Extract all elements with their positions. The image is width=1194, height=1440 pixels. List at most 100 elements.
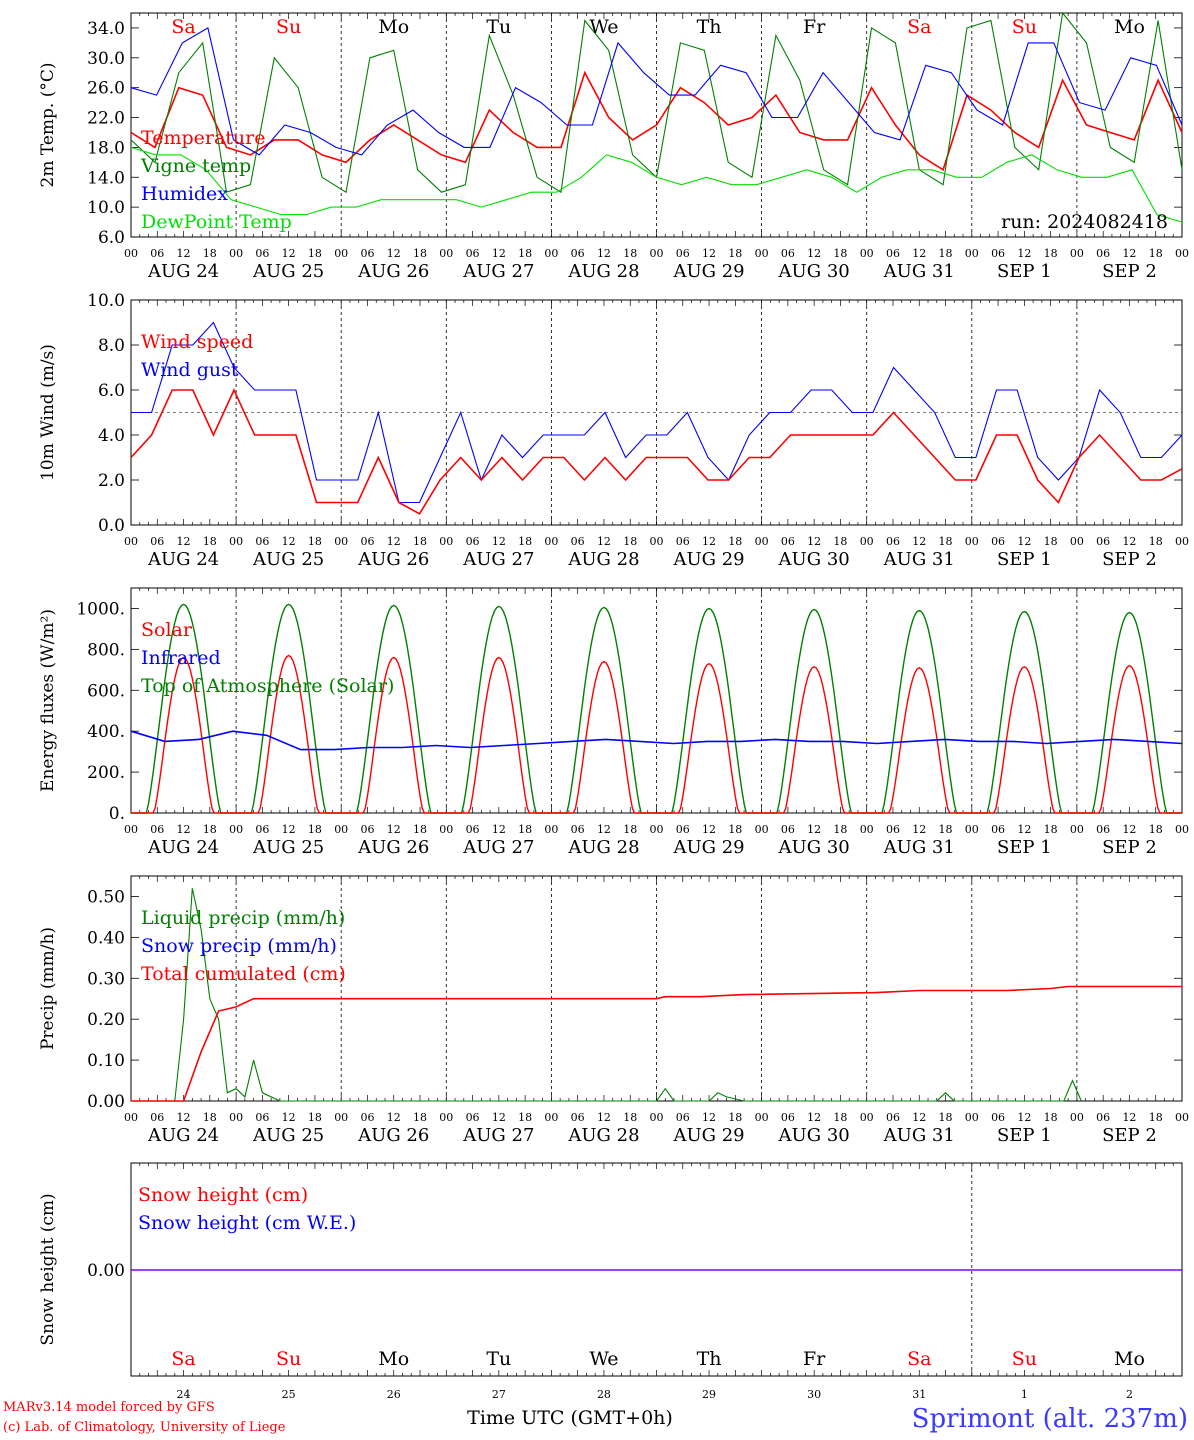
day-number: 25 xyxy=(282,1388,296,1401)
hour-tick-label: 00 xyxy=(755,535,769,548)
hour-tick-label: 00 xyxy=(965,823,979,836)
hour-tick-label: 06 xyxy=(360,247,374,260)
hour-tick-label: 00 xyxy=(1175,535,1189,548)
hour-tick-label: 06 xyxy=(255,247,269,260)
y-tick-label: 6.0 xyxy=(98,381,125,401)
day-name: We xyxy=(589,16,618,38)
day-name: Tu xyxy=(486,1348,511,1370)
date-label: AUG 30 xyxy=(778,837,850,858)
date-label: AUG 30 xyxy=(778,1125,850,1146)
day-name: Su xyxy=(276,1348,301,1370)
hour-tick-label: 00 xyxy=(1070,823,1084,836)
hour-tick-label: 12 xyxy=(1017,1111,1031,1124)
date-label: AUG 29 xyxy=(672,1125,744,1146)
legend-temperature: Temperature xyxy=(141,127,265,149)
hour-tick-label: 06 xyxy=(991,1111,1005,1124)
hour-tick-label: 12 xyxy=(912,823,926,836)
hour-tick-label: 18 xyxy=(413,247,427,260)
date-label: AUG 26 xyxy=(357,837,429,858)
hour-tick-label: 18 xyxy=(1149,823,1163,836)
series-humidex xyxy=(130,27,1183,156)
hour-tick-label: 00 xyxy=(229,247,243,260)
y-tick-label: 800. xyxy=(87,640,125,660)
hour-tick-label: 00 xyxy=(1070,1111,1084,1124)
hour-tick-label: 06 xyxy=(255,1111,269,1124)
hour-tick-label: 06 xyxy=(676,823,690,836)
hour-tick-label: 12 xyxy=(387,535,401,548)
hour-tick-label: 06 xyxy=(781,535,795,548)
hour-tick-label: 18 xyxy=(518,535,532,548)
day-name: Mo xyxy=(1114,16,1145,38)
hour-tick-label: 06 xyxy=(255,535,269,548)
legend-infrared: Infrared xyxy=(141,647,221,669)
hour-tick-label: 18 xyxy=(728,247,742,260)
hour-tick-label: 00 xyxy=(965,535,979,548)
hour-tick-label: 18 xyxy=(413,1111,427,1124)
date-label: AUG 29 xyxy=(672,837,744,858)
time-axis-label: Time UTC (GMT+0h) xyxy=(467,1407,673,1429)
hour-tick-label: 18 xyxy=(939,1111,953,1124)
hour-tick-label: 06 xyxy=(466,247,480,260)
y-tick-label: 26.0 xyxy=(87,79,125,99)
hour-tick-label: 00 xyxy=(334,247,348,260)
hour-tick-label: 00 xyxy=(124,1111,138,1124)
hour-tick-label: 00 xyxy=(334,1111,348,1124)
y-tick-label: 2.0 xyxy=(98,471,125,491)
hour-tick-label: 00 xyxy=(965,1111,979,1124)
hour-tick-label: 06 xyxy=(466,535,480,548)
date-label: AUG 25 xyxy=(252,549,324,570)
hour-tick-label: 12 xyxy=(807,823,821,836)
hour-tick-label: 06 xyxy=(676,247,690,260)
day-name: Su xyxy=(1012,16,1037,38)
hour-tick-label: 18 xyxy=(623,535,637,548)
hour-tick-label: 00 xyxy=(439,247,453,260)
hour-tick-label: 12 xyxy=(807,247,821,260)
date-label: AUG 24 xyxy=(147,261,219,282)
hour-tick-label: 06 xyxy=(1096,823,1110,836)
hour-tick-label: 12 xyxy=(177,823,191,836)
hour-tick-label: 18 xyxy=(518,823,532,836)
hour-tick-label: 00 xyxy=(334,535,348,548)
date-label: AUG 28 xyxy=(567,549,639,570)
y-tick-label: 22.0 xyxy=(87,109,125,129)
hour-tick-label: 12 xyxy=(492,247,506,260)
hour-tick-label: 12 xyxy=(492,535,506,548)
hour-tick-label: 00 xyxy=(650,823,664,836)
credit-line-1: MARv3.14 model forced by GFS xyxy=(3,1400,215,1415)
day-name: Mo xyxy=(1114,1348,1145,1370)
hour-tick-label: 18 xyxy=(833,823,847,836)
hour-tick-label: 18 xyxy=(939,247,953,260)
day-number: 30 xyxy=(807,1388,821,1401)
hour-tick-label: 06 xyxy=(991,247,1005,260)
date-label: AUG 26 xyxy=(357,549,429,570)
series-solar xyxy=(131,654,1182,814)
hour-tick-label: 00 xyxy=(229,823,243,836)
y-tick-label: 0.00 xyxy=(87,1092,125,1112)
hour-tick-label: 12 xyxy=(597,535,611,548)
hour-tick-label: 00 xyxy=(1175,823,1189,836)
series-wind-gust xyxy=(131,321,1183,504)
hour-tick-label: 00 xyxy=(860,1111,874,1124)
day-number: 28 xyxy=(597,1388,611,1401)
hour-tick-label: 12 xyxy=(177,247,191,260)
legend-vigne-temp: Vigne temp xyxy=(140,155,251,177)
panel-0-ylabel: 2m Temp. (°C) xyxy=(38,62,58,187)
hour-tick-label: 12 xyxy=(282,823,296,836)
legend-wind-speed: Wind speed xyxy=(141,331,253,353)
hour-tick-label: 18 xyxy=(203,535,217,548)
y-tick-label: 200. xyxy=(87,763,125,783)
hour-tick-label: 06 xyxy=(466,1111,480,1124)
date-label: AUG 29 xyxy=(672,549,744,570)
date-label: AUG 31 xyxy=(883,549,955,570)
day-name: Su xyxy=(276,16,301,38)
hour-tick-label: 18 xyxy=(833,247,847,260)
panel-2-frame xyxy=(130,587,1183,814)
day-name: Sa xyxy=(907,1348,931,1370)
hour-tick-label: 18 xyxy=(728,823,742,836)
date-label: SEP 1 xyxy=(997,549,1052,570)
hour-tick-label: 00 xyxy=(1070,247,1084,260)
hour-tick-label: 18 xyxy=(1044,535,1058,548)
hour-tick-label: 12 xyxy=(1122,823,1136,836)
y-tick-label: 10.0 xyxy=(87,291,125,311)
